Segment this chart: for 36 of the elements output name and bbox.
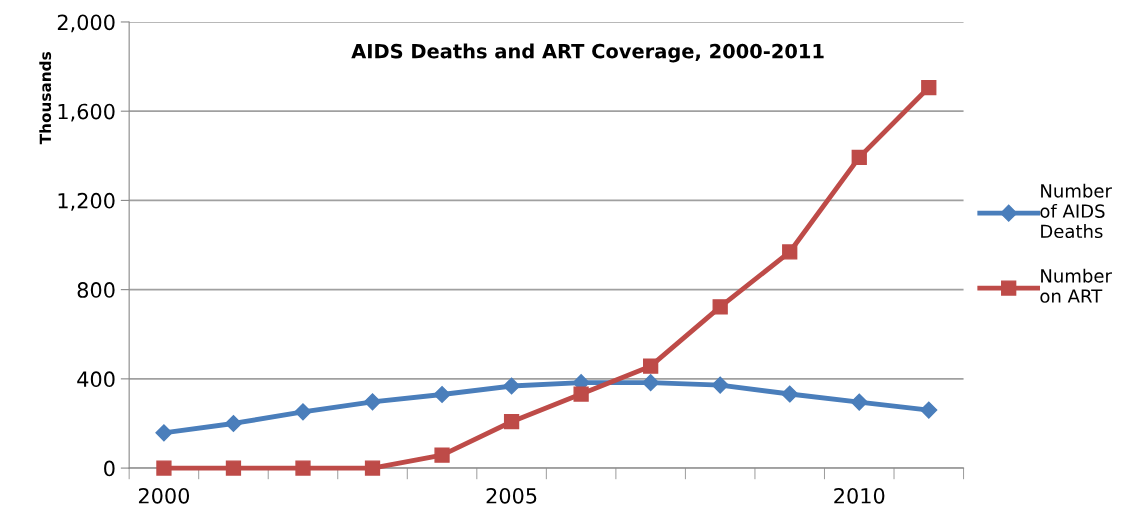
point [781,385,799,403]
point [433,385,451,404]
point [294,403,312,421]
point [156,460,172,476]
y-axis-title: Thousands [39,52,52,145]
y-tick-label: 800 [77,282,115,298]
y-tick-label: 0 [104,460,115,477]
point [850,393,868,411]
point [363,393,382,411]
point [711,376,729,394]
x-tick-label: 2000 [138,487,190,504]
point [503,377,521,395]
y-tick-label: 1,600 [58,103,115,122]
text: AIDS Deaths and ART Coverage, 2000-2011 [351,43,824,63]
point [921,79,937,96]
point [573,386,589,402]
point [642,374,660,392]
y-tick-label: 1,200 [58,192,115,211]
point [782,244,798,260]
point [643,358,659,374]
legend-label: Number on ART [1040,268,1112,303]
point [364,460,381,476]
x-tick-label: 2005 [486,487,537,504]
point [434,447,450,463]
point [712,299,728,315]
x-tick-label: 2010 [834,487,885,504]
point [503,414,520,430]
legend-label: Number of AIDS Deaths [1040,183,1112,239]
point [224,414,243,433]
y-tick-label: 2,000 [57,14,115,33]
point [295,460,311,476]
point [920,401,938,419]
point [225,460,242,476]
y-tick-label: 400 [77,371,115,388]
point [155,424,173,442]
point [851,149,867,166]
